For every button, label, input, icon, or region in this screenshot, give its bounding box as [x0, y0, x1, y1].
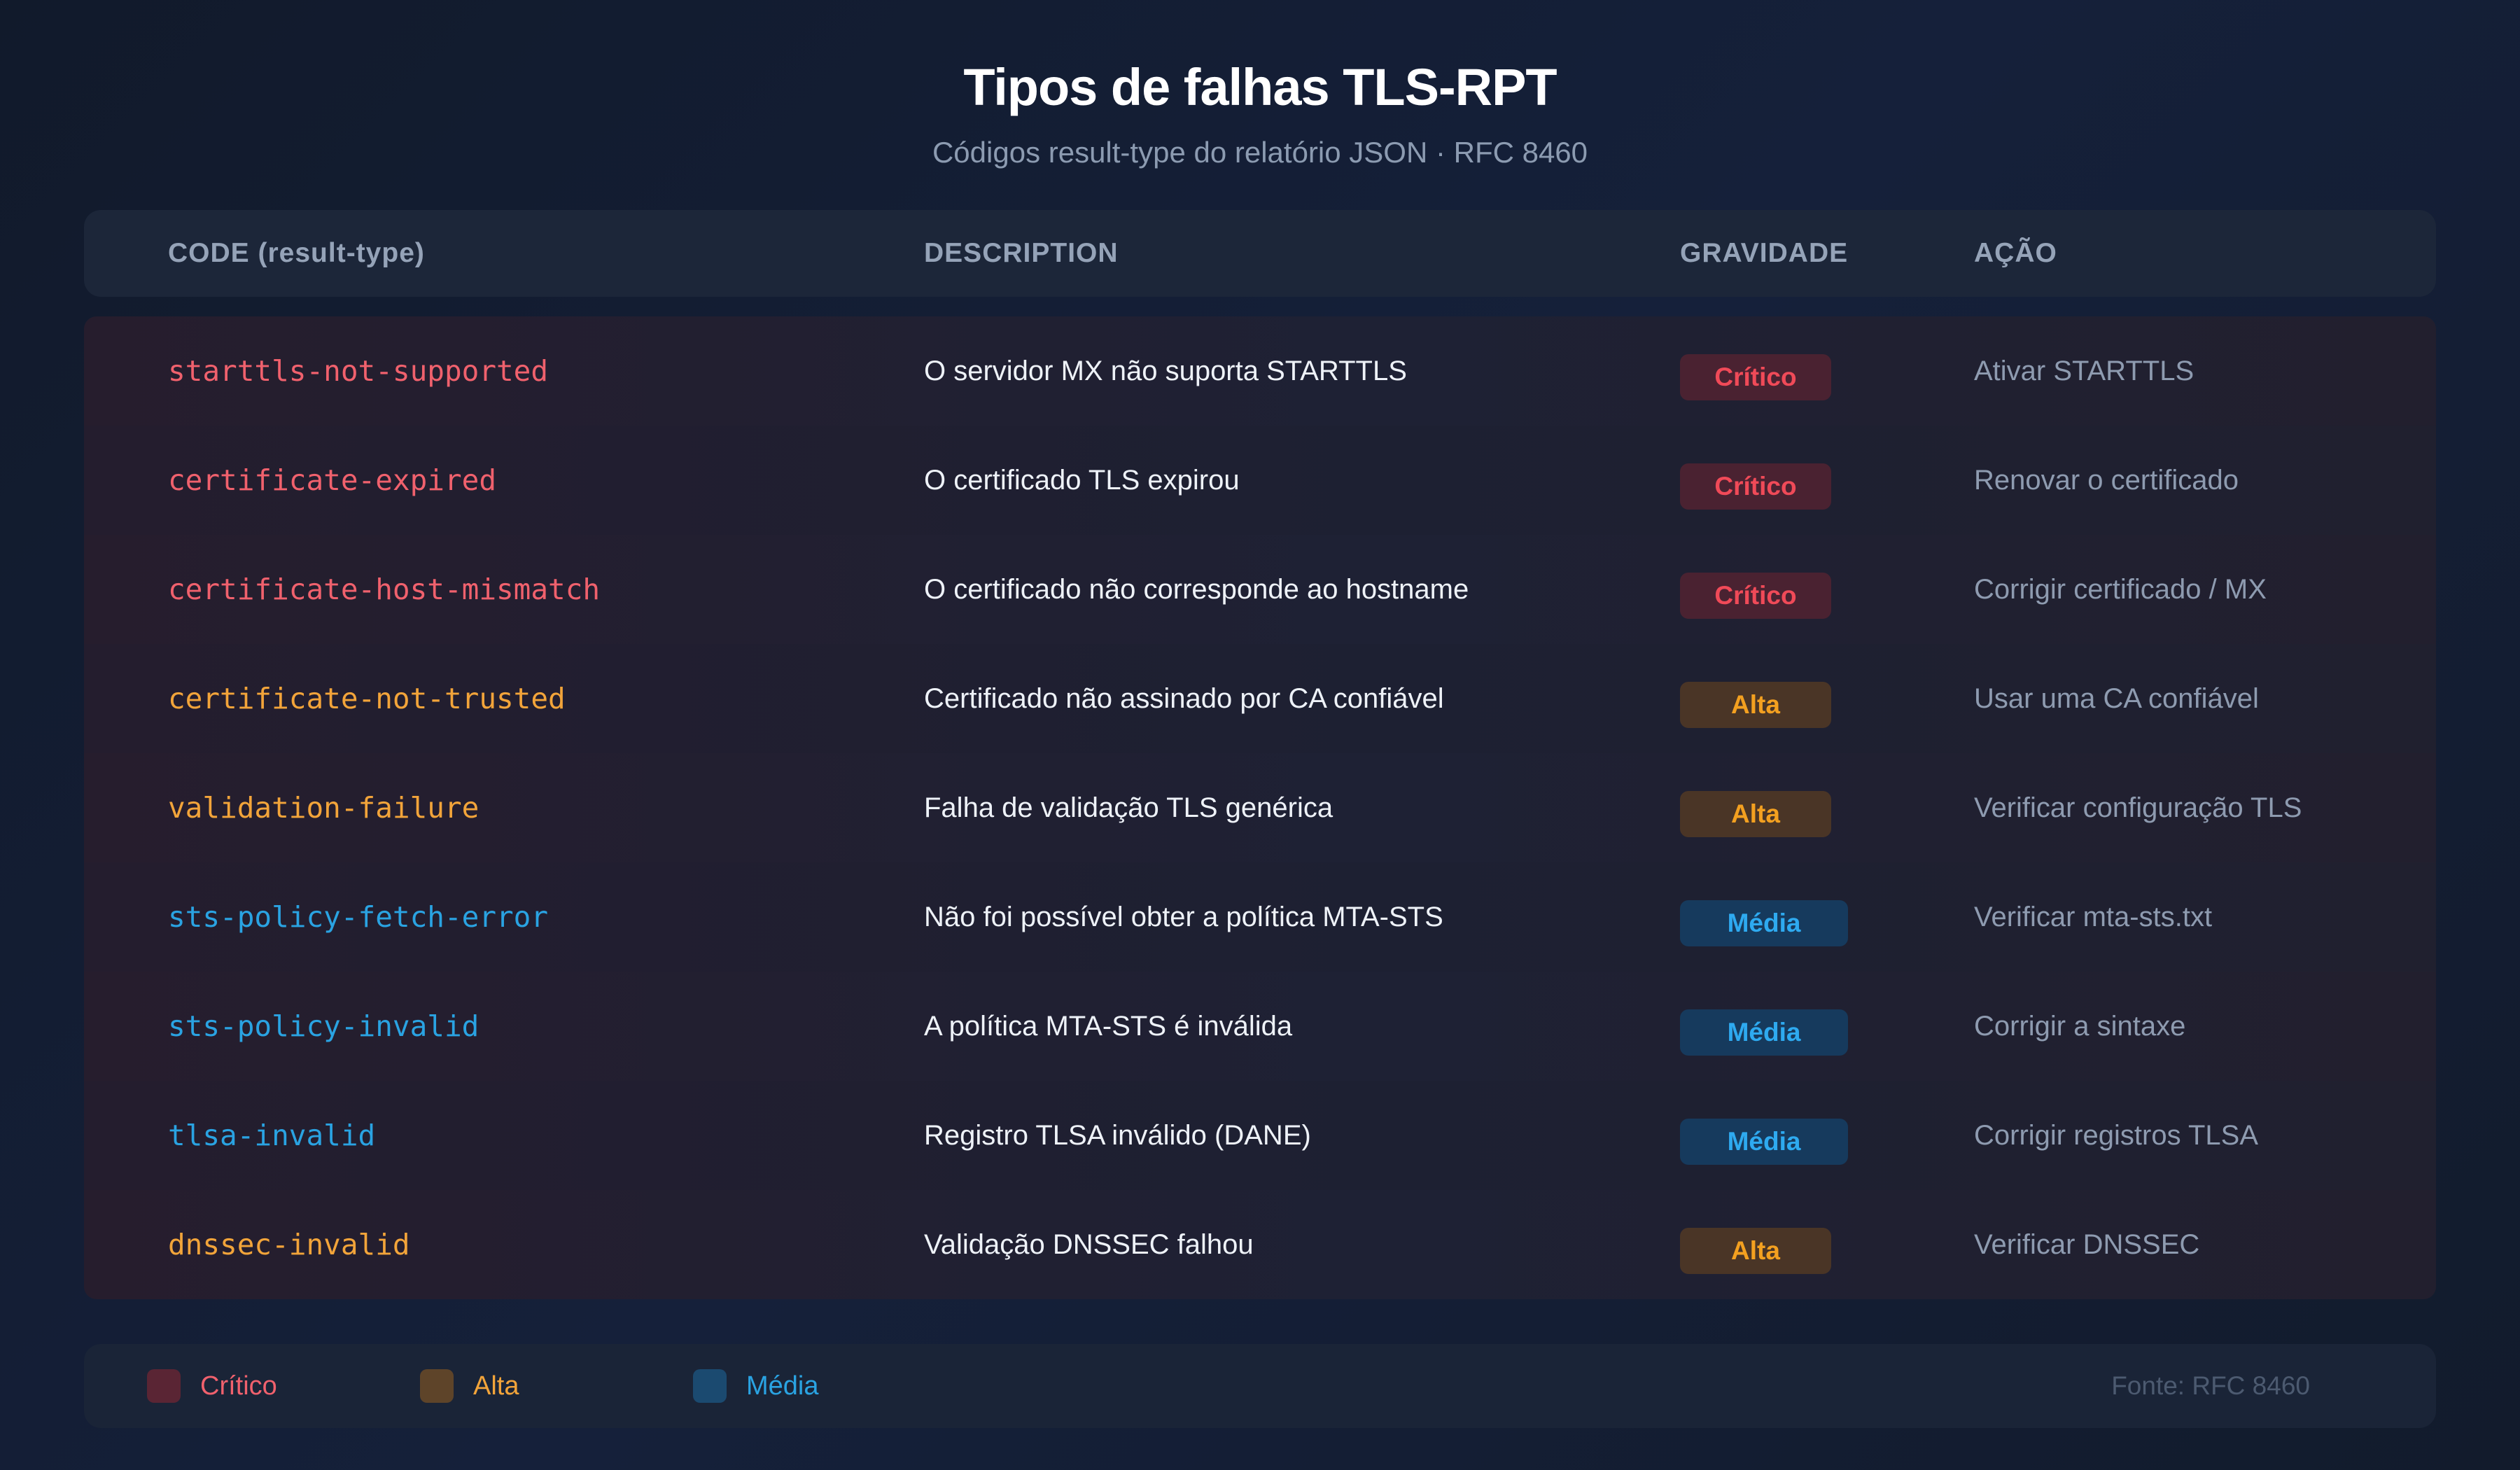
table-row: tlsa-invalid Registro TLSA inválido (DAN… [84, 1081, 2436, 1190]
severity-badge: Alta [1680, 682, 1831, 728]
row-description: O certificado não corresponde ao hostnam… [924, 574, 1469, 605]
legend-label: Crítico [200, 1371, 277, 1401]
result-type-code: dnssec-invalid [168, 1228, 410, 1261]
legend-swatch-alta [420, 1369, 454, 1403]
legend-label: Média [746, 1371, 819, 1401]
legend-swatch-media [693, 1369, 727, 1403]
row-action: Verificar configuração TLS [1974, 792, 2302, 823]
header-severity: GRAVIDADE [1680, 238, 1849, 268]
result-type-code: sts-policy-invalid [168, 1009, 479, 1043]
row-description: Certificado não assinado por CA confiáve… [924, 683, 1444, 714]
source-note: Fonte: RFC 8460 [2111, 1371, 2310, 1400]
result-type-code: validation-failure [168, 791, 479, 825]
page-subtitle: Códigos result-type do relatório JSON · … [932, 136, 1588, 169]
table-body: starttls-not-supported O servidor MX não… [84, 316, 2436, 1299]
table-row: validation-failure Falha de validação TL… [84, 753, 2436, 862]
row-description: O certificado TLS expirou [924, 465, 1240, 496]
table-row: certificate-not-trusted Certificado não … [84, 644, 2436, 753]
table-row: certificate-host-mismatch O certificado … [84, 535, 2436, 644]
severity-badge: Crítico [1680, 463, 1831, 510]
row-description: Não foi possível obter a política MTA-ST… [924, 902, 1443, 932]
severity-badge: Crítico [1680, 573, 1831, 619]
row-description: Falha de validação TLS genérica [924, 792, 1334, 823]
header-code: CODE (result-type) [168, 238, 425, 268]
table-row: certificate-expired O certificado TLS ex… [84, 426, 2436, 535]
header-action: AÇÃO [1974, 238, 2057, 268]
result-type-code: certificate-not-trusted [168, 682, 566, 715]
row-description: Validação DNSSEC falhou [924, 1229, 1254, 1260]
legend: Crítico Alta Média Fonte: RFC 8460 [84, 1344, 2436, 1428]
row-action: Corrigir a sintaxe [1974, 1011, 2186, 1042]
row-description: O servidor MX não suporta STARTTLS [924, 356, 1407, 386]
severity-badge: Alta [1680, 791, 1831, 837]
row-action: Renovar o certificado [1974, 465, 2239, 496]
row-action: Corrigir certificado / MX [1974, 574, 2267, 605]
severity-badge: Média [1680, 1009, 1848, 1056]
result-type-code: starttls-not-supported [168, 354, 549, 388]
result-type-code: tlsa-invalid [168, 1119, 376, 1152]
row-description: A política MTA-STS é inválida [924, 1011, 1293, 1042]
severity-badge: Alta [1680, 1228, 1831, 1274]
result-type-code: certificate-expired [168, 463, 496, 497]
table-row: starttls-not-supported O servidor MX não… [84, 316, 2436, 426]
header-description: DESCRIPTION [924, 238, 1119, 268]
row-action: Corrigir registros TLSA [1974, 1120, 2259, 1151]
legend-item-critico: Crítico [147, 1344, 277, 1428]
page-title: Tipos de falhas TLS-RPT [963, 58, 1557, 116]
legend-label: Alta [473, 1371, 519, 1401]
row-description: Registro TLSA inválido (DANE) [924, 1120, 1311, 1151]
legend-swatch-critico [147, 1369, 181, 1403]
table-header: CODE (result-type) DESCRIPTION GRAVIDADE… [84, 210, 2436, 297]
legend-item-alta: Alta [420, 1344, 519, 1428]
result-type-code: sts-policy-fetch-error [168, 900, 549, 934]
row-action: Verificar mta-sts.txt [1974, 902, 2213, 932]
severity-badge: Média [1680, 900, 1848, 946]
table-row: dnssec-invalid Validação DNSSEC falhou A… [84, 1190, 2436, 1299]
legend-item-media: Média [693, 1344, 819, 1428]
table-row: sts-policy-fetch-error Não foi possível … [84, 862, 2436, 972]
row-action: Verificar DNSSEC [1974, 1229, 2200, 1260]
row-action: Ativar STARTTLS [1974, 356, 2194, 386]
row-action: Usar uma CA confiável [1974, 683, 2259, 714]
result-type-code: certificate-host-mismatch [168, 573, 601, 606]
severity-badge: Crítico [1680, 354, 1831, 400]
severity-badge: Média [1680, 1119, 1848, 1165]
table-row: sts-policy-invalid A política MTA-STS é … [84, 972, 2436, 1081]
